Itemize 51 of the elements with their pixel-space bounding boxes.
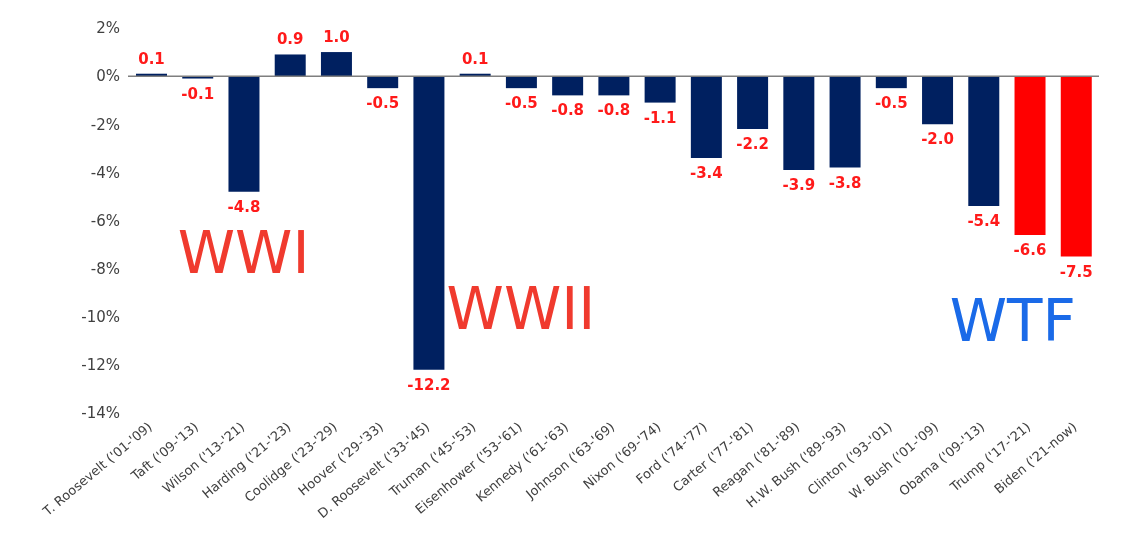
data-label: -3.9 <box>782 175 816 194</box>
bar <box>320 52 352 77</box>
y-tick-label: -10% <box>81 308 120 327</box>
bar <box>598 76 630 96</box>
data-label: -12.2 <box>407 375 451 394</box>
data-label: -1.1 <box>643 108 677 127</box>
y-tick-label: -14% <box>81 404 120 423</box>
bar <box>228 76 260 192</box>
data-label: -0.1 <box>181 84 215 103</box>
y-tick-label: 0% <box>96 67 120 86</box>
data-label: -5.4 <box>967 212 1001 231</box>
data-label: -0.5 <box>366 94 400 113</box>
data-label: -4.8 <box>227 197 261 216</box>
data-label: 0.9 <box>276 30 304 49</box>
y-tick-label: -2% <box>90 115 120 134</box>
data-label: -0.5 <box>874 94 908 113</box>
data-label: -2.0 <box>921 130 954 149</box>
data-label: -0.8 <box>597 101 631 120</box>
annotation: WTF <box>949 286 1076 355</box>
bar <box>552 76 584 96</box>
y-tick-label: -4% <box>90 163 120 182</box>
data-label: -0.8 <box>551 101 585 120</box>
data-label: -7.5 <box>1059 262 1093 281</box>
y-tick-label: 2% <box>96 19 120 38</box>
data-label: 0.1 <box>138 49 165 68</box>
data-label: -0.5 <box>505 94 538 113</box>
y-tick-label: -6% <box>90 211 120 230</box>
bar <box>413 76 445 370</box>
data-label: -3.4 <box>689 163 723 182</box>
annotation: WWI <box>177 219 310 288</box>
annotation: WWII <box>446 274 596 343</box>
bar <box>274 54 306 77</box>
bar <box>922 76 954 125</box>
bar <box>644 76 676 103</box>
y-tick-label: -8% <box>90 259 120 278</box>
bar <box>875 76 907 89</box>
bar <box>690 76 722 158</box>
data-label: 1.0 <box>323 28 350 47</box>
data-label: -2.2 <box>736 135 769 154</box>
bar <box>737 76 769 130</box>
data-label: -3.8 <box>828 173 862 192</box>
data-label: 0.1 <box>461 49 489 68</box>
bar <box>783 76 815 170</box>
bar <box>367 76 399 89</box>
bar <box>505 76 537 89</box>
bar <box>1060 76 1092 257</box>
data-label: -6.6 <box>1013 240 1047 259</box>
bar <box>1014 76 1046 235</box>
bar <box>968 76 1000 207</box>
bar <box>829 76 861 168</box>
y-tick-label: -12% <box>81 356 120 375</box>
